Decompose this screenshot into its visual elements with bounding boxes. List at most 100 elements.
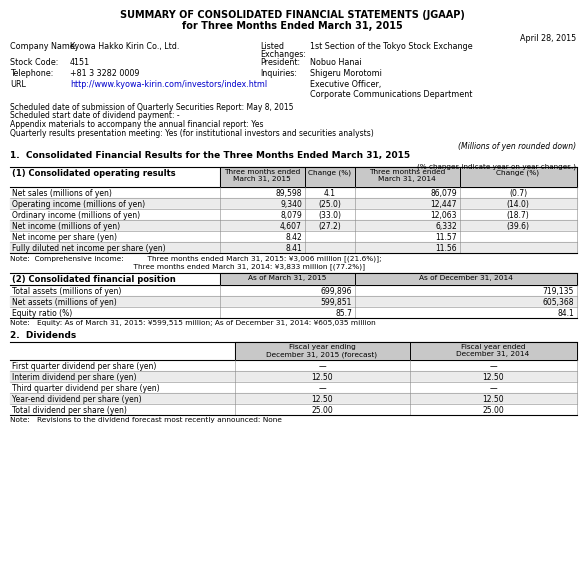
Text: Total dividend per share (yen): Total dividend per share (yen) [12, 406, 127, 415]
Text: Quarterly results presentation meeting: Yes (for institutional investors and sec: Quarterly results presentation meeting: … [10, 129, 374, 137]
Text: —: — [318, 384, 326, 393]
Bar [10, 382, 577, 393]
Text: Inquiries:: Inquiries: [260, 69, 297, 78]
Text: (14.0): (14.0) [507, 200, 529, 209]
Bar [10, 371, 577, 382]
Text: Stock Code:: Stock Code: [10, 58, 58, 67]
Text: Net income per share (yen): Net income per share (yen) [12, 233, 117, 242]
Bar [220, 167, 577, 187]
Text: URL: URL [10, 80, 26, 89]
Text: 4151: 4151 [70, 58, 90, 67]
Text: 86,079: 86,079 [431, 189, 457, 198]
Text: Note:   Equity: As of March 31, 2015: ¥599,515 million; As of December 31, 2014:: Note: Equity: As of March 31, 2015: ¥599… [10, 320, 376, 326]
Text: 4,607: 4,607 [280, 222, 302, 231]
Text: Executive Officer,: Executive Officer, [310, 80, 381, 89]
Text: Net income (millions of yen): Net income (millions of yen) [12, 222, 120, 231]
Text: Corporate Communications Department: Corporate Communications Department [310, 90, 472, 99]
Bar [10, 404, 577, 415]
Text: 699,896: 699,896 [321, 287, 352, 296]
Text: Three months ended March 31, 2014: ¥3,833 million [(77.2%)]: Three months ended March 31, 2014: ¥3,83… [10, 263, 365, 270]
Text: 84.1: 84.1 [558, 309, 574, 318]
Text: Operating income (millions of yen): Operating income (millions of yen) [12, 200, 145, 209]
Bar [10, 285, 577, 296]
Text: 12.50: 12.50 [482, 373, 504, 382]
Text: President:: President: [260, 58, 300, 67]
Text: (18.7): (18.7) [507, 211, 529, 220]
Text: 599,851: 599,851 [321, 298, 352, 307]
Text: First quarter dividend per share (yen): First quarter dividend per share (yen) [12, 362, 156, 371]
Text: (0.7): (0.7) [509, 189, 527, 198]
Text: 11.56: 11.56 [435, 244, 457, 253]
Text: Scheduled start date of dividend payment: -: Scheduled start date of dividend payment… [10, 112, 180, 121]
Text: As of March 31, 2015: As of March 31, 2015 [248, 275, 326, 281]
Text: 1.  Consolidated Financial Results for the Three Months Ended March 31, 2015: 1. Consolidated Financial Results for th… [10, 151, 410, 160]
Bar [10, 198, 577, 209]
Text: Scheduled date of submission of Quarterly Securities Report: May 8, 2015: Scheduled date of submission of Quarterl… [10, 103, 294, 112]
Bar [10, 360, 577, 371]
Text: (1) Consolidated operating results: (1) Consolidated operating results [12, 169, 175, 178]
Bar [10, 231, 577, 242]
Bar [10, 307, 577, 318]
Text: 6,332: 6,332 [435, 222, 457, 231]
Text: Company Name:: Company Name: [10, 42, 77, 51]
Text: 2.  Dividends: 2. Dividends [10, 331, 76, 340]
Bar [235, 342, 577, 360]
Bar [220, 273, 577, 285]
Text: —: — [318, 362, 326, 371]
Text: Third quarter dividend per share (yen): Third quarter dividend per share (yen) [12, 384, 160, 393]
Text: 25.00: 25.00 [482, 406, 504, 415]
Text: 9,340: 9,340 [280, 200, 302, 209]
Text: April 28, 2015: April 28, 2015 [519, 34, 576, 43]
Text: Three months ended
March 31, 2014: Three months ended March 31, 2014 [369, 169, 445, 182]
Text: Fully diluted net income per share (yen): Fully diluted net income per share (yen) [12, 244, 166, 253]
Text: (2) Consolidated financial position: (2) Consolidated financial position [12, 275, 175, 284]
Text: Appendix materials to accompany the annual financial report: Yes: Appendix materials to accompany the annu… [10, 120, 263, 129]
Text: 8,079: 8,079 [280, 211, 302, 220]
Text: (39.6): (39.6) [507, 222, 529, 231]
Text: 4.1: 4.1 [324, 189, 336, 198]
Text: 12,063: 12,063 [431, 211, 457, 220]
Text: 8.42: 8.42 [285, 233, 302, 242]
Text: 25.00: 25.00 [311, 406, 333, 415]
Bar [10, 242, 577, 253]
Bar [10, 393, 577, 404]
Text: SUMMARY OF CONSOLIDATED FINANCIAL STATEMENTS (JGAAP): SUMMARY OF CONSOLIDATED FINANCIAL STATEM… [119, 10, 464, 20]
Text: Kyowa Hakko Kirin Co., Ltd.: Kyowa Hakko Kirin Co., Ltd. [70, 42, 180, 51]
Text: (33.0): (33.0) [318, 211, 342, 220]
Text: Exchanges:: Exchanges: [260, 50, 306, 59]
Text: 1st Section of the Tokyo Stock Exchange: 1st Section of the Tokyo Stock Exchange [310, 42, 473, 51]
Text: Note:  Comprehensive income:          Three months ended March 31, 2015: ¥3,006 : Note: Comprehensive income: Three months… [10, 255, 381, 261]
Text: (25.0): (25.0) [319, 200, 342, 209]
Text: Change (%): Change (%) [308, 169, 352, 176]
Text: +81 3 3282 0009: +81 3 3282 0009 [70, 69, 139, 78]
Text: (27.2): (27.2) [319, 222, 342, 231]
Bar [10, 220, 577, 231]
Text: Equity ratio (%): Equity ratio (%) [12, 309, 73, 318]
Text: Shigeru Morotomi: Shigeru Morotomi [310, 69, 382, 78]
Text: Fiscal year ending
December 31, 2015 (forecast): Fiscal year ending December 31, 2015 (fo… [266, 344, 377, 357]
Text: 85.7: 85.7 [335, 309, 352, 318]
Text: 12.50: 12.50 [311, 395, 333, 404]
Text: Fiscal year ended
December 31, 2014: Fiscal year ended December 31, 2014 [456, 344, 529, 357]
Text: Interim dividend per share (yen): Interim dividend per share (yen) [12, 373, 136, 382]
Bar [10, 187, 577, 198]
Bar [10, 296, 577, 307]
Text: Listed: Listed [260, 42, 284, 51]
Text: http://www.kyowa-kirin.com/investors/index.html: http://www.kyowa-kirin.com/investors/ind… [70, 80, 267, 89]
Text: Net assets (millions of yen): Net assets (millions of yen) [12, 298, 117, 307]
Text: Nobuo Hanai: Nobuo Hanai [310, 58, 362, 67]
Text: 8.41: 8.41 [285, 244, 302, 253]
Text: (Millions of yen rounded down): (Millions of yen rounded down) [458, 142, 576, 151]
Text: for Three Months Ended March 31, 2015: for Three Months Ended March 31, 2015 [181, 21, 402, 31]
Bar [10, 209, 577, 220]
Text: —: — [489, 362, 497, 371]
Text: 89,598: 89,598 [276, 189, 302, 198]
Text: Three months ended
March 31, 2015: Three months ended March 31, 2015 [224, 169, 300, 182]
Text: 719,135: 719,135 [543, 287, 574, 296]
Text: 12.50: 12.50 [482, 395, 504, 404]
Text: Note:   Revisions to the dividend forecast most recently announced: None: Note: Revisions to the dividend forecast… [10, 417, 282, 423]
Text: Year-end dividend per share (yen): Year-end dividend per share (yen) [12, 395, 142, 404]
Text: Change (%): Change (%) [497, 169, 539, 176]
Text: 605,368: 605,368 [542, 298, 574, 307]
Text: As of December 31, 2014: As of December 31, 2014 [419, 275, 513, 281]
